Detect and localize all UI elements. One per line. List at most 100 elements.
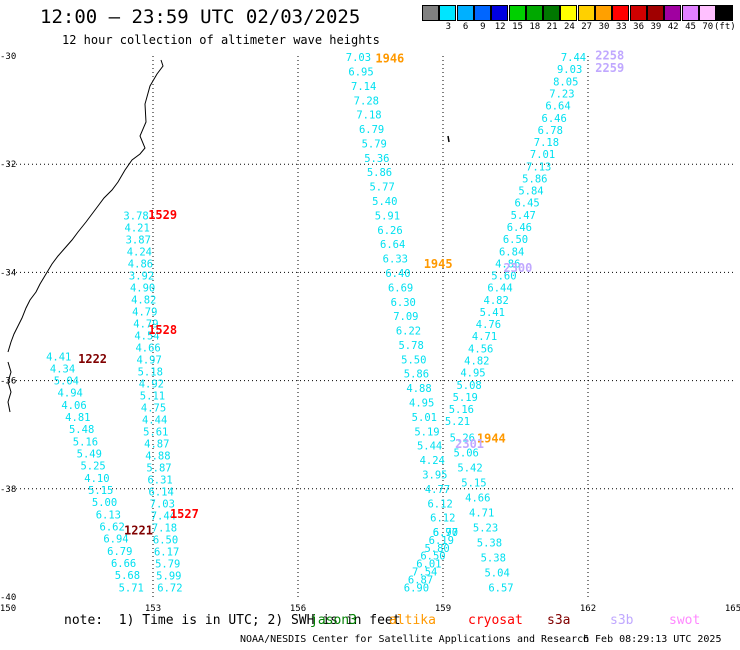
wave-height-value: 5.42 [457, 462, 482, 474]
wave-height-value: 6.17 [154, 546, 179, 558]
wave-height-value: 4.71 [472, 331, 497, 343]
wave-height-value: 3.95 [422, 470, 447, 482]
wave-height-value: 5.78 [398, 340, 423, 352]
wave-height-value: 5.84 [518, 186, 543, 198]
lon-tick-label: 159 [435, 604, 451, 614]
wave-height-value: 5.50 [401, 354, 426, 366]
lat-tick-label: -38 [0, 485, 16, 495]
wave-height-value: 7.01 [530, 149, 555, 161]
wave-height-value: 4.76 [476, 319, 501, 331]
wave-height-value: 4.82 [131, 295, 156, 307]
wave-height-value: 7.03 [346, 52, 371, 64]
lon-tick-label: 150 [0, 604, 16, 614]
footer-timestamp: 6 Feb 08:29:13 UTC 2025 [583, 634, 722, 645]
wave-height-value: 6.79 [359, 124, 384, 136]
colorbar-label: 33 [615, 22, 627, 32]
wave-height-value: 7.28 [354, 95, 379, 107]
lat-tick-label: -30 [0, 52, 16, 62]
wave-height-value: 5.99 [156, 570, 181, 582]
colorbar-label: 30 [598, 22, 610, 32]
colorbar-label: 36 [633, 22, 645, 32]
wave-height-value: 5.21 [445, 416, 470, 428]
wave-height-value: 5.23 [473, 522, 498, 534]
wave-height-value: 5.06 [454, 447, 479, 459]
wave-height-value: 6.14 [149, 486, 174, 498]
wave-height-value: 6.22 [396, 326, 421, 338]
wave-height-value: 7.18 [356, 110, 381, 122]
wave-height-value: 4.81 [65, 412, 90, 424]
pass-time-label: 2258 [595, 48, 624, 62]
pass-time-label: 1944 [477, 431, 506, 445]
colorbar-swatch [698, 5, 716, 21]
colorbar-swatch [716, 5, 734, 21]
wave-height-value: 4.86 [495, 258, 520, 270]
wave-height-value: 5.26 [450, 432, 475, 444]
wave-height-value: 5.87 [146, 462, 171, 474]
wave-height-value: 6.84 [499, 246, 524, 258]
wave-height-value: 4.82 [464, 355, 489, 367]
wave-height-value: 4.71 [469, 507, 494, 519]
wave-height-value: 5.04 [484, 567, 509, 579]
wave-height-value: 6.79 [107, 546, 132, 558]
wave-height-value: 5.38 [481, 552, 506, 564]
wave-height-value: 5.16 [73, 436, 98, 448]
wave-height-value: 6.64 [380, 239, 405, 251]
wave-height-value: 5.47 [511, 210, 536, 222]
wave-height-value: 4.87 [144, 438, 169, 450]
wave-height-value: 4.10 [84, 473, 109, 485]
wave-height-value: 5.86 [367, 167, 392, 179]
wave-height-value: 4.34 [50, 363, 75, 375]
wave-height-value: 4.24 [127, 247, 152, 259]
wave-height-value: 4.66 [135, 342, 160, 354]
pass-time-label: 2259 [595, 61, 624, 75]
colorbar-swatch [664, 5, 682, 21]
satellite-legend-entry: s3a [547, 613, 571, 628]
pass-time-label: 1222 [78, 352, 107, 366]
colorbar-label: 27 [581, 22, 593, 32]
colorbar-swatch [422, 5, 439, 21]
wave-height-value: 6.26 [377, 225, 402, 237]
colorbar-label: 15 [512, 22, 523, 32]
colorbar-label: 9 [480, 22, 486, 32]
wave-height-value: 4.92 [139, 378, 164, 390]
lat-tick-label: -40 [0, 593, 16, 603]
wave-height-value: 6.44 [487, 283, 512, 295]
wave-height-value: 9.03 [557, 64, 582, 76]
wave-height-value: 5.79 [362, 138, 387, 150]
colorbar-swatch [577, 5, 595, 21]
wave-height-value: 5.36 [364, 153, 389, 165]
wave-height-value: 6.62 [100, 521, 125, 533]
island-mark [447, 135, 450, 143]
wave-height-value: 6.87 [408, 574, 433, 586]
wave-height-value: 4.06 [61, 400, 86, 412]
wave-height-value: 6.94 [103, 534, 128, 546]
colorbar-swatch [681, 5, 699, 21]
colorbar-swatch [646, 5, 664, 21]
pass-time-label: 1221 [124, 523, 153, 537]
wave-height-value: 4.95 [460, 368, 485, 380]
wave-height-value: 4.79 [132, 307, 157, 319]
wave-height-value: 6.57 [488, 582, 513, 594]
wave-height-value: 5.00 [92, 497, 117, 509]
wave-height-value: 7.03 [150, 498, 175, 510]
wave-height-value: 4.88 [406, 383, 431, 395]
wave-height-value: 6.90 [433, 527, 458, 539]
wave-height-value: 5.38 [477, 537, 502, 549]
colorbar-swatch [560, 5, 578, 21]
wave-height-value: 6.12 [430, 513, 455, 525]
coastline [7, 361, 12, 413]
wave-height-value: 6.33 [383, 254, 408, 266]
colorbar-swatch [525, 5, 543, 21]
wave-height-value: 6.72 [157, 582, 182, 594]
pass-time-label: 1945 [424, 257, 453, 271]
wave-height-value: 5.91 [375, 210, 400, 222]
lon-tick-label: 165 [725, 604, 740, 614]
colorbar-label: 70 [702, 22, 714, 32]
colorbar-swatch [595, 5, 612, 21]
lat-tick-label: -34 [0, 268, 16, 278]
colorbar-label: 39 [650, 22, 662, 32]
wave-height-value: 5.79 [155, 558, 180, 570]
satellite-legend-entry: swot [669, 613, 701, 628]
colorbar-swatch [491, 5, 509, 21]
wave-height-value: 5.15 [88, 485, 113, 497]
